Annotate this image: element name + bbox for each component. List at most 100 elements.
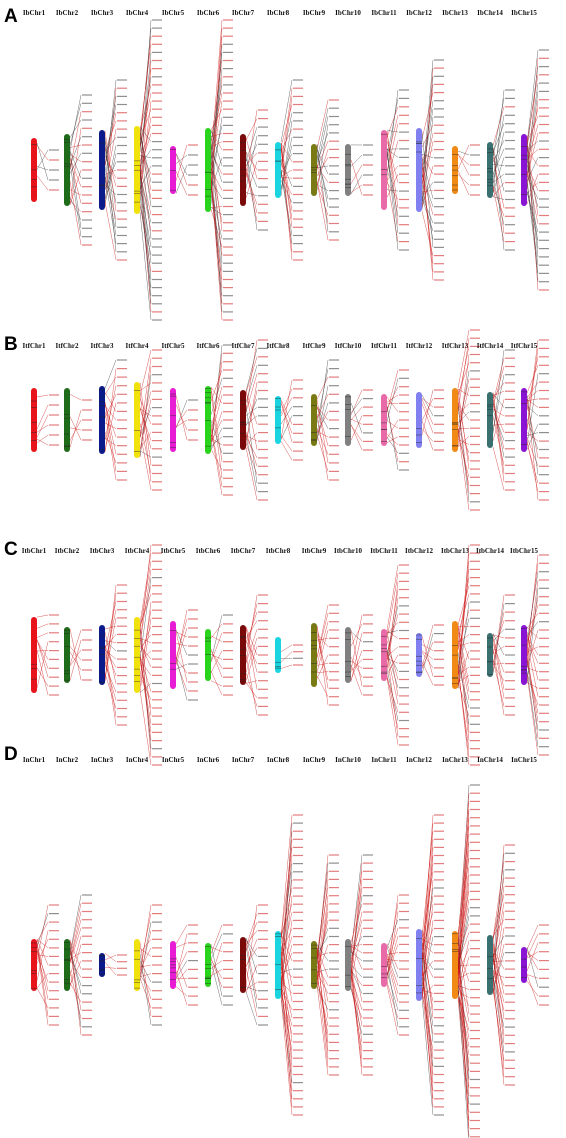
chromosome-bar [521, 388, 527, 452]
gene-label-mark [82, 960, 92, 962]
chromosome-itbchr1: ItbChr1 [22, 547, 59, 696]
gene-label-mark [117, 609, 127, 611]
gene-label-mark [152, 650, 162, 652]
gene-label-mark [434, 230, 444, 232]
gene-label-mark [505, 390, 515, 392]
gene-label-mark [399, 910, 409, 913]
chromosome-itbchr11: ItbChr11 [370, 547, 409, 746]
gene-link [421, 420, 434, 451]
gene-link [210, 933, 223, 960]
gene-label-mark [434, 641, 444, 643]
chromosome-label: InChr4 [126, 756, 149, 764]
gene-label-mark [152, 998, 162, 1000]
gene-label-mark [293, 838, 303, 840]
gene-link [210, 946, 223, 952]
chromosome-label: ItfChr5 [162, 342, 185, 350]
gene-link [280, 441, 293, 461]
gene-label-mark [152, 904, 162, 906]
gene-link [280, 912, 293, 961]
gene-label-mark [505, 943, 515, 945]
gene-label-mark [117, 967, 127, 969]
gene-link [175, 144, 188, 181]
gene-link [526, 571, 539, 643]
panel-b: B ItfChr1 ItfChr2 ItfChr3 ItfChr4 ItfChr5 ItfC… [4, 329, 549, 511]
gene-link [104, 166, 117, 236]
gene-label-mark [152, 157, 162, 159]
gene-link [316, 165, 329, 169]
gene-label-mark [434, 863, 444, 865]
gene-label-mark [505, 165, 515, 167]
gene-label-mark [363, 415, 373, 417]
gene-link [104, 402, 117, 451]
gene-label-mark [470, 988, 480, 991]
gene-label-mark [152, 149, 162, 151]
gene-link [69, 944, 82, 987]
gene-label-mark [152, 593, 162, 595]
gene-link [139, 398, 152, 425]
gene-link [386, 953, 399, 986]
gene-label-mark [505, 1009, 515, 1012]
gene-label-mark [258, 930, 268, 932]
gene-link [245, 594, 258, 664]
chromosome-bar [521, 134, 527, 206]
chromosome-bar [487, 142, 493, 198]
gene-label-mark [434, 822, 444, 824]
gene-label-mark [505, 173, 515, 175]
gene-link [69, 119, 82, 138]
gene-label-mark [329, 862, 339, 864]
gene-label-mark [293, 1098, 303, 1100]
gene-link [245, 629, 258, 663]
chromosome-bar [31, 388, 37, 452]
gene-link [526, 670, 539, 747]
gene-label-mark [152, 365, 162, 368]
gene-link [492, 972, 505, 978]
gene-label-mark [117, 699, 127, 701]
chromosome-itfchr2: ItfChr2 [56, 342, 92, 452]
gene-label-mark [505, 844, 515, 846]
gene-link [421, 185, 434, 240]
gene-label-mark [399, 156, 409, 158]
gene-label-mark [434, 108, 444, 110]
gene-label-mark [293, 1009, 303, 1011]
gene-link [280, 401, 293, 443]
gene-link [316, 124, 329, 191]
gene-label-mark [399, 427, 409, 429]
gene-link [245, 407, 258, 416]
gene-label-mark [434, 157, 444, 159]
gene-label-mark [223, 924, 233, 926]
gene-label-mark [470, 948, 480, 950]
gene-link [386, 919, 399, 948]
gene-label-mark [117, 128, 127, 130]
gene-link [316, 625, 329, 689]
gene-label-mark [434, 206, 444, 208]
gene-link [139, 655, 152, 692]
gene-label-mark [434, 181, 444, 183]
gene-link [210, 419, 223, 442]
gene-label-mark [470, 800, 480, 802]
gene-label-mark [329, 419, 339, 421]
chromosome-itfchr7: ItfChr7 [232, 339, 268, 501]
gene-label-mark [329, 132, 339, 134]
gene-label-mark [399, 985, 409, 987]
chromosome-itfchr14: ItfChr14 [477, 342, 515, 491]
chromosome-itfchr9: ItfChr9 [303, 342, 339, 481]
gene-link [210, 130, 223, 166]
gene-link [386, 405, 399, 471]
gene-link [316, 625, 329, 706]
gene-label-mark [399, 1001, 409, 1003]
gene-label-mark [399, 894, 409, 896]
gene-label-mark [82, 194, 92, 196]
gene-label-mark [470, 1095, 480, 1097]
gene-label-mark [539, 1004, 549, 1006]
gene-link [457, 170, 470, 196]
gene-link [139, 142, 152, 199]
gene-label-mark [539, 474, 549, 476]
gene-link [492, 89, 505, 194]
gene-link [386, 630, 399, 634]
gene-label-mark [434, 854, 444, 857]
gene-label-mark [434, 398, 444, 400]
gene-label-mark [539, 364, 549, 366]
gene-link [245, 991, 258, 1026]
gene-link [245, 137, 258, 179]
gene-label-mark [49, 685, 59, 687]
